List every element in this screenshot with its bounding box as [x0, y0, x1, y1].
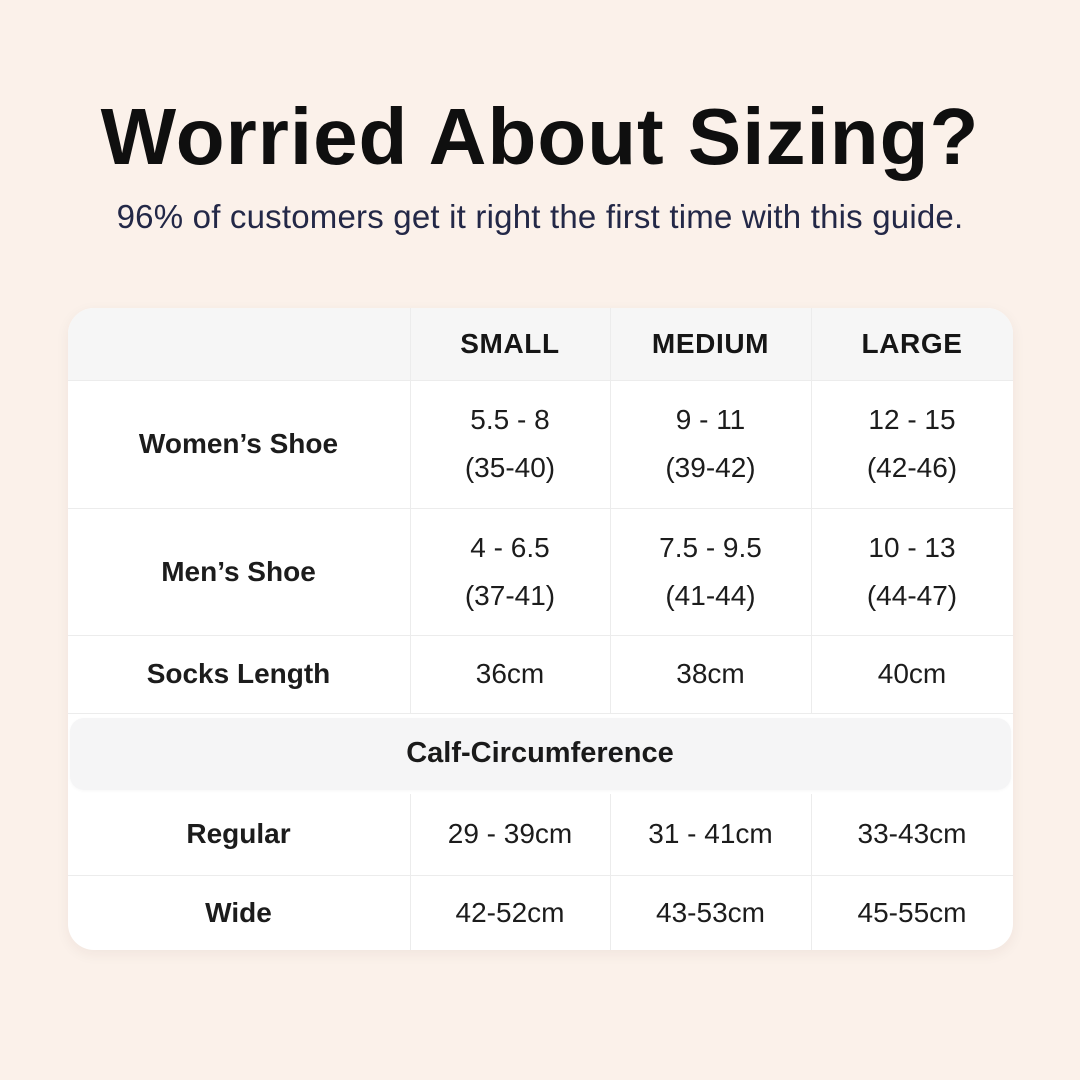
cell-mens-medium: 7.5 - 9.5 (41-44) — [609, 508, 811, 635]
cell-regular-small: 29 - 39cm — [409, 793, 610, 875]
table-row-womens-shoe: Women’s Shoe 5.5 - 8 (35-40) 9 - 11 (39-… — [67, 379, 1013, 508]
column-header-blank — [68, 308, 410, 380]
page-title: Worried About Sizing? — [100, 92, 980, 181]
cell-womens-medium: 9 - 11 (39-42) — [609, 380, 811, 508]
table-header-row: SMALL MEDIUM LARGE — [67, 307, 1013, 380]
cell-value-line2: (39-42) — [665, 452, 756, 484]
calf-circumference-section: Calf-Circumference — [67, 712, 1013, 794]
row-label-wide: Wide — [205, 896, 272, 928]
cell-socks-large: 40cm — [810, 635, 1013, 713]
cell-mens-large: 10 - 13 (44-47) — [810, 508, 1013, 635]
cell-regular-medium: 31 - 41cm — [609, 793, 811, 875]
table-row-wide: Wide 42-52cm 43-53cm 45-55cm — [67, 874, 1013, 950]
row-label-womens-shoe: Women’s Shoe — [138, 428, 339, 460]
cell-value-line2: (37-41) — [464, 579, 556, 611]
cell-wide-small: 42-52cm — [409, 875, 610, 950]
column-header-medium: MEDIUM — [609, 307, 811, 380]
size-table: SMALL MEDIUM LARGE Women’s Shoe 5.5 - 8 … — [67, 307, 1013, 950]
cell-value-line2: (42-46) — [866, 452, 958, 484]
cell-value-line2: (35-40) — [464, 452, 556, 484]
cell-mens-small: 4 - 6.5 (37-41) — [409, 508, 610, 635]
cell-value-line1: 9 - 11 — [675, 404, 746, 436]
cell-value-line1: 12 - 15 — [868, 404, 956, 436]
cell-womens-large: 12 - 15 (42-46) — [810, 380, 1013, 508]
cell-value-line1: 4 - 6.5 — [470, 531, 550, 563]
row-label-socks-length: Socks Length — [146, 658, 331, 690]
page-subtitle: 96% of customers get it right the first … — [116, 197, 964, 235]
cell-socks-medium: 38cm — [609, 635, 811, 713]
table-row-regular: Regular 29 - 39cm 31 - 41cm 33-43cm — [68, 793, 1013, 875]
row-label-mens-shoe: Men’s Shoe — [161, 555, 316, 587]
column-header-small: SMALL — [409, 307, 610, 380]
cell-regular-large: 33-43cm — [810, 793, 1013, 875]
cell-value-line2: (44-47) — [866, 579, 958, 611]
cell-value-line1: 5.5 - 8 — [470, 404, 550, 436]
cell-wide-large: 45-55cm — [810, 875, 1013, 950]
cell-socks-small: 36cm — [409, 635, 610, 713]
cell-value-line2: (41-44) — [665, 579, 756, 611]
hero-section: Worried About Sizing? 96% of customers g… — [0, 0, 1080, 236]
calf-circumference-header: Calf-Circumference — [69, 717, 1011, 790]
cell-value-line1: 7.5 - 9.5 — [659, 531, 762, 563]
cell-value-line1: 10 - 13 — [868, 531, 956, 563]
cell-womens-small: 5.5 - 8 (35-40) — [409, 380, 610, 508]
row-label-regular: Regular — [186, 818, 291, 850]
cell-wide-medium: 43-53cm — [609, 875, 811, 950]
table-row-socks-length: Socks Length 36cm 38cm 40cm — [67, 634, 1013, 713]
table-row-mens-shoe: Men’s Shoe 4 - 6.5 (37-41) 7.5 - 9.5 (41… — [67, 507, 1013, 635]
column-header-large: LARGE — [810, 307, 1013, 380]
